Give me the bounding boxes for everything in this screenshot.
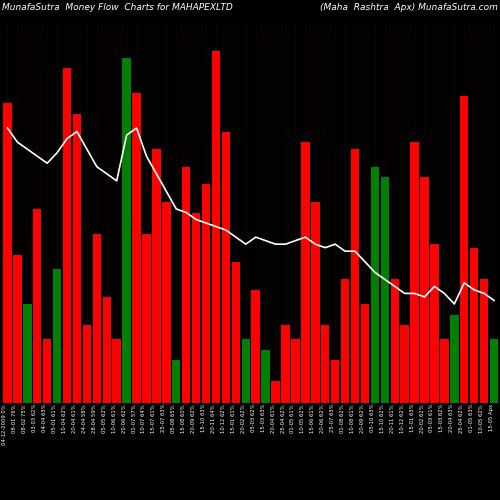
Bar [23,304,32,402]
Bar [63,68,72,402]
Bar [480,280,488,402]
Bar [3,104,12,403]
Bar [490,339,498,402]
Bar [410,142,419,403]
Bar [450,314,458,402]
Bar [212,50,220,403]
Bar [400,325,409,402]
Bar [321,325,330,402]
Text: (Maha  Rashtra  Apx) MunafaSutra.com: (Maha Rashtra Apx) MunafaSutra.com [320,4,498,13]
Bar [360,304,369,402]
Bar [351,149,359,403]
Bar [82,325,91,402]
Bar [272,382,280,402]
Bar [53,269,62,402]
Bar [132,93,141,402]
Bar [420,178,428,402]
Bar [390,280,399,402]
Bar [92,234,101,402]
Bar [341,280,349,402]
Bar [152,149,160,403]
Bar [301,142,310,403]
Bar [252,290,260,403]
Bar [232,262,240,402]
Bar [112,339,121,402]
Bar [380,178,389,402]
Bar [73,114,81,403]
Bar [470,248,478,402]
Bar [242,339,250,402]
Bar [122,58,131,403]
Bar [370,167,379,402]
Bar [331,360,340,403]
Bar [182,167,190,402]
Bar [440,339,448,402]
Bar [43,339,52,402]
Bar [262,350,270,403]
Bar [172,360,180,403]
Bar [222,132,230,402]
Bar [291,339,300,402]
Bar [33,209,42,402]
Bar [282,325,290,402]
Bar [460,96,468,403]
Text: MunafaSutra  Money Flow  Charts for MAHAPEXLTD: MunafaSutra Money Flow Charts for MAHAPE… [2,4,233,13]
Bar [162,202,170,402]
Bar [311,202,320,402]
Bar [192,212,200,402]
Bar [430,244,438,402]
Bar [202,184,210,402]
Bar [102,297,111,403]
Bar [13,254,22,402]
Bar [142,234,150,402]
